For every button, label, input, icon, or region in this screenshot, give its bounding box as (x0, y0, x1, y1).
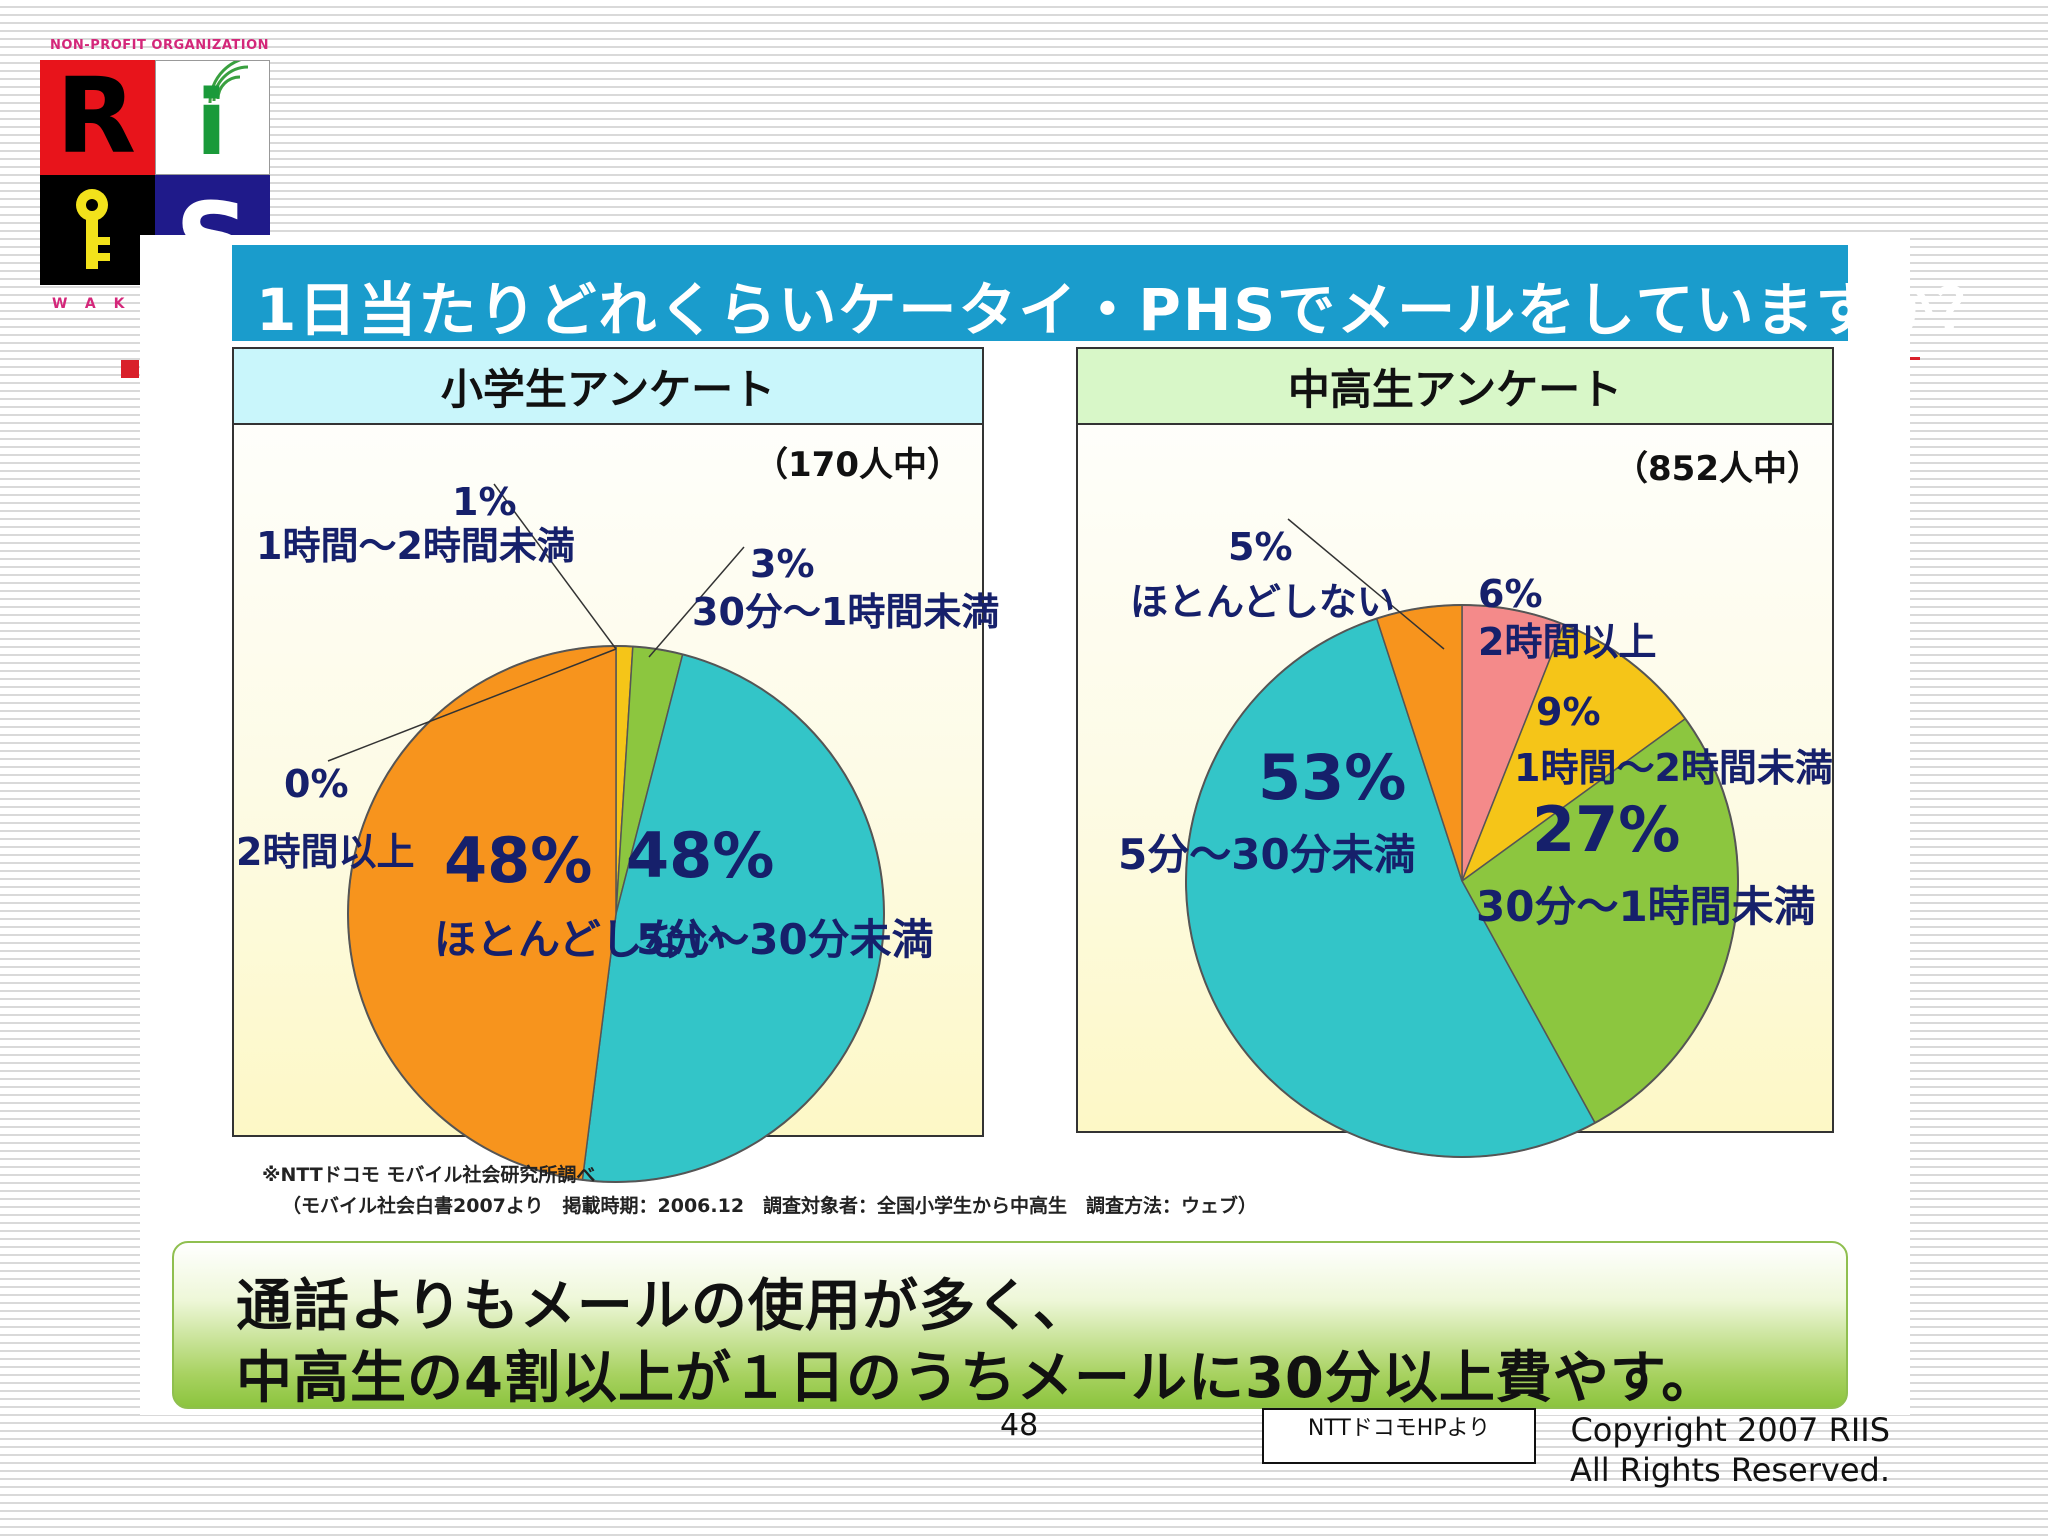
pie-slice-percent-label: 6% (1478, 572, 1543, 616)
title-underline-mark (1906, 357, 1920, 360)
logo-r-tile: R (40, 60, 155, 175)
pie-slice-category-label: ほとんどしない (434, 915, 727, 964)
source-detail: （モバイル社会白書2007より 掲載時期：2006.12 調査対象者：全国小学生… (282, 1195, 1258, 1217)
pie-slice-percent-label: 48% (626, 819, 774, 892)
copyright-line-2: All Rights Reserved. (1569, 1451, 1890, 1489)
source-credit-box: NTTドコモHPより (1262, 1408, 1536, 1464)
pie-slice-category-label: 2時間以上 (1478, 620, 1656, 664)
summary-line-2: 中高生の4割以上が１日のうちメールに30分以上費やす。 (236, 1346, 1719, 1411)
elementary-respondents: （170人中） (754, 445, 961, 485)
pie-slice-category-label: 5分～30分未満 (1118, 830, 1416, 879)
pie-leader-line (493, 483, 617, 650)
logo-letter-r: R (56, 55, 137, 177)
secondary-survey-title: 中高生アンケート (1078, 349, 1832, 425)
pie-slice-percent-label: 48% (444, 824, 592, 897)
pie-outline (1185, 604, 1739, 1158)
summary-line-1: 通話よりもメールの使用が多く、 (236, 1274, 1090, 1339)
logo-letter-s: S (175, 189, 250, 235)
title-bar: 1日当たりどれくらいケータイ・PHSでメールをしていますか？ (232, 245, 1993, 344)
pie-slice-category-label: 30分～1時間未満 (692, 590, 999, 634)
slide-title: 1日当たりどれくらいケータイ・PHSでメールをしていますか？ (256, 276, 1996, 344)
pie-slice-category-label: ほとんどしない (1130, 580, 1395, 624)
pie-slice-category-label: 30分～1時間未満 (1476, 882, 1816, 931)
key-icon (76, 189, 110, 269)
pie-leader-line (1287, 518, 1445, 650)
secondary-survey-panel: 中高生アンケート （852人中） 27% 30分～1時間未満 53% 5分～30分未満… (1076, 347, 1834, 1158)
pie-slice-percent-label: 1% (452, 480, 517, 524)
logo-key-tile (40, 175, 155, 285)
page-number: 48 (1000, 1408, 1039, 1443)
logo-s-tile: S (155, 175, 270, 235)
pie-slice-percent-label: 27% (1532, 793, 1680, 866)
pie-slice (347, 645, 617, 1181)
pie-leader-line (648, 546, 745, 658)
pie-slice-category-label: 2時間以上 (236, 830, 414, 874)
pie-slice-percent-label: 0% (284, 762, 349, 806)
pie-slice-percent-label: 3% (750, 542, 815, 586)
logo-i-tile: i (155, 60, 270, 175)
source-note: ※NTTドコモ モバイル社会研究所調べ (262, 1164, 596, 1186)
secondary-respondents: （852人中） (1614, 449, 1821, 489)
pie-slice-category-label: 1時間～2時間未満 (1514, 746, 1833, 790)
copyright-line-1: Copyright 2007 RIIS (1570, 1411, 1890, 1449)
logo-org-text: Non-Profit Organization (50, 38, 270, 53)
copyright: Copyright 2007 RIIS All Rights Reserved. (1540, 1410, 1890, 1490)
pie-outline (347, 645, 885, 1183)
summary-box: 通話よりもメールの使用が多く、 中高生の4割以上が１日のうちメールに30分以上費… (172, 1241, 1848, 1411)
elementary-survey-title: 小学生アンケート (234, 349, 982, 425)
pie-leader-line (327, 648, 617, 762)
logo-subtitle: WAK (52, 296, 143, 312)
pie-slice-percent-label: 53% (1258, 741, 1406, 814)
riis-logo: Non-Profit Organization R i S WAK (40, 38, 280, 318)
elementary-survey-panel: 小学生アンケート （170人中） 48% 5分～30分未満 48% ほとんどしない 0%… (232, 347, 999, 1183)
bullet-marker (121, 360, 139, 378)
pie-slice-percent-label: 5% (1228, 525, 1293, 569)
slide-panel: 1日当たりどれくらいケータイ・PHSでメールをしていますか？ 小学生アンケート … (140, 235, 1993, 1415)
pie-slice-percent-label: 9% (1536, 690, 1601, 734)
logo-letter-i: i (196, 71, 227, 176)
pie-slice-category-label: 1時間～2時間未満 (256, 524, 575, 568)
wifi-signal-icon (208, 61, 249, 104)
pie-slice-category-label: 5分～30分未満 (636, 915, 934, 964)
elementary-pie-chart: 48% 5分～30分未満 48% ほとんどしない 0% 2時間以上 1%1時間～2時間未満 3… (236, 480, 999, 1183)
secondary-pie-chart: 27% 30分～1時間未満 53% 5分～30分未満 6%2時間以上 9% 1時間～2時間未… (1118, 518, 1833, 1158)
